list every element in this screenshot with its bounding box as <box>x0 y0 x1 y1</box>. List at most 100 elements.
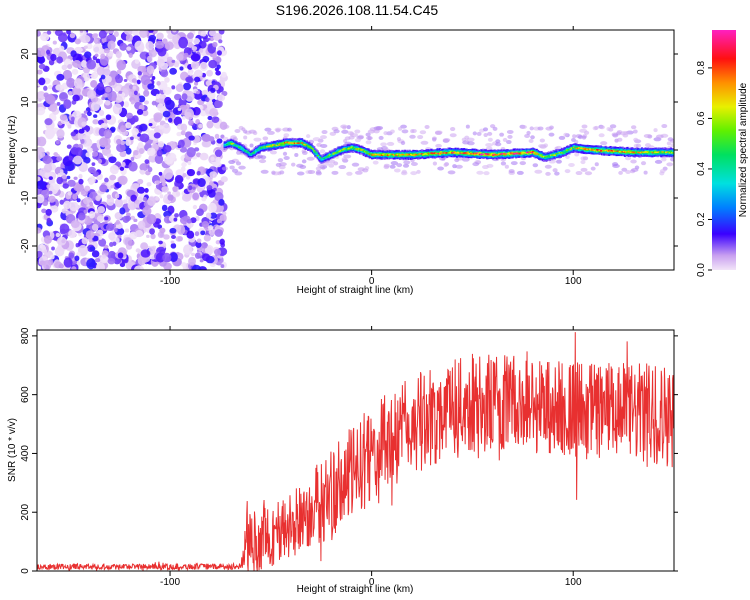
noise-speckle <box>192 204 198 210</box>
halo-speckle <box>354 138 361 143</box>
noise-speckle <box>116 138 122 145</box>
carrier-cell <box>384 154 387 156</box>
carrier-cell <box>242 149 246 151</box>
noise-speckle <box>38 98 42 102</box>
noise-speckle <box>196 208 204 216</box>
carrier-cell <box>576 147 579 150</box>
carrier-cell <box>257 148 260 151</box>
noise-speckle <box>215 70 221 76</box>
carrier-cell <box>614 150 617 152</box>
carrier-cell <box>509 152 512 155</box>
halo-speckle <box>528 139 534 144</box>
carrier-cell <box>472 152 475 155</box>
carrier-cell <box>443 152 446 154</box>
noise-speckle <box>198 123 203 129</box>
carrier-cell <box>290 142 293 144</box>
carrier-cell <box>417 154 420 156</box>
halo-speckle <box>419 130 427 135</box>
noise-speckle <box>156 81 161 86</box>
noise-speckle <box>172 30 177 33</box>
noise-speckle <box>51 246 55 251</box>
noise-speckle <box>144 205 149 211</box>
noise-speckle <box>91 250 100 258</box>
carrier-cell <box>241 148 244 151</box>
halo-speckle <box>568 162 575 167</box>
noise-speckle <box>131 30 139 36</box>
carrier-cell <box>650 151 653 153</box>
carrier-cell <box>603 149 606 152</box>
carrier-cell <box>328 154 331 156</box>
noise-speckle <box>139 133 150 143</box>
noise-speckle <box>139 30 148 39</box>
noise-speckle <box>111 97 117 102</box>
noise-speckle <box>208 176 213 182</box>
noise-speckle <box>80 138 85 144</box>
halo-speckle <box>516 170 524 175</box>
halo-speckle <box>223 124 230 129</box>
halo-speckle <box>307 169 316 174</box>
noise-speckle <box>79 30 84 33</box>
carrier-cell <box>352 146 356 150</box>
carrier-cell <box>638 152 641 154</box>
halo-speckle <box>434 131 442 136</box>
carrier-cell <box>392 154 396 156</box>
noise-speckle <box>94 257 101 263</box>
noise-speckle <box>193 38 201 45</box>
y-tick-label: 800 <box>20 327 31 344</box>
noise-speckle <box>97 205 106 214</box>
halo-speckle <box>554 171 560 176</box>
carrier-cell <box>615 150 618 152</box>
carrier-cell <box>479 153 483 156</box>
noise-speckle <box>86 59 97 70</box>
carrier-cell <box>279 142 282 145</box>
carrier-cell <box>628 151 631 154</box>
colorbar-tick-label: 0.8 <box>696 61 707 75</box>
noise-speckle <box>48 176 53 181</box>
halo-speckle <box>437 166 444 171</box>
noise-speckle <box>74 255 80 262</box>
noise-speckle <box>109 242 114 247</box>
carrier-cell <box>585 148 588 150</box>
carrier-cell <box>325 156 328 158</box>
carrier-cell <box>403 154 406 156</box>
noise-speckle <box>169 227 177 234</box>
noise-speckle <box>102 254 107 259</box>
carrier-cell <box>234 144 237 147</box>
snr-x-ticks: -100 0 100 <box>160 326 582 588</box>
noise-speckle <box>107 40 116 50</box>
carrier-cell <box>465 152 468 155</box>
carrier-cell <box>270 145 273 147</box>
noise-speckle <box>216 50 222 56</box>
carrier-cell <box>385 153 388 156</box>
noise-speckle <box>147 166 153 173</box>
carrier-cell <box>229 142 232 145</box>
halo-speckle <box>372 160 379 165</box>
carrier-cell <box>373 153 376 157</box>
carrier-cell <box>352 148 356 150</box>
carrier-cell <box>550 154 553 156</box>
carrier-cell <box>597 149 600 151</box>
carrier-cell <box>596 149 599 153</box>
halo-speckle <box>655 134 664 139</box>
halo-speckle <box>524 133 531 138</box>
halo-speckle <box>526 130 531 135</box>
carrier-cell <box>346 148 350 150</box>
noise-speckle <box>137 71 142 76</box>
carrier-cell <box>402 154 405 156</box>
carrier-cell <box>473 153 477 155</box>
noise-speckle <box>187 32 194 40</box>
noise-speckle <box>151 76 156 80</box>
halo-speckle <box>317 163 324 168</box>
carrier-cell <box>671 152 674 154</box>
carrier-cell <box>660 151 663 154</box>
carrier-cell <box>545 155 548 158</box>
noise-speckle <box>117 234 122 239</box>
noise-speckle <box>197 178 206 188</box>
noise-speckle <box>96 66 105 76</box>
halo-speckle <box>659 171 665 176</box>
carrier-cell <box>359 148 362 150</box>
halo-speckle <box>495 142 502 147</box>
halo-speckle <box>450 127 456 132</box>
halo-speckle <box>606 127 611 132</box>
